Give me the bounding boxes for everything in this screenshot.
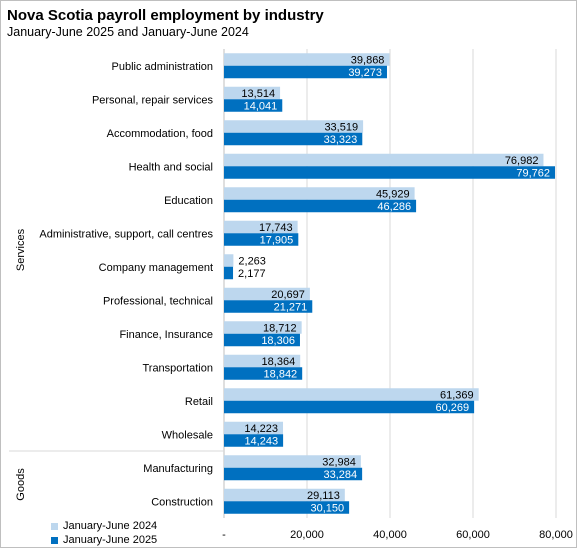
data-label-0-8: 18,712 — [263, 322, 297, 334]
category-label-7: Professional, technical — [103, 295, 213, 307]
data-label-0-6: 2,263 — [238, 255, 266, 267]
data-label-0-4: 45,929 — [376, 188, 410, 200]
legend-swatch-2024 — [51, 522, 58, 530]
bar-0-4 — [224, 187, 415, 200]
chart-subtitle: January-June 2025 and January-June 2024 — [7, 25, 249, 39]
bar-1-11 — [224, 434, 284, 447]
data-label-0-5: 17,743 — [259, 222, 293, 234]
data-label-1-7: 21,271 — [274, 301, 308, 313]
category-label-1: Personal, repair services — [92, 94, 214, 106]
bar-1-7 — [224, 300, 313, 313]
data-label-1-2: 33,323 — [324, 134, 358, 146]
data-label-0-10: 61,369 — [440, 389, 474, 401]
bar-0-7 — [224, 287, 310, 301]
category-label-9: Transportation — [142, 362, 213, 374]
category-label-4: Education — [164, 195, 213, 207]
data-label-1-10: 60,269 — [435, 402, 469, 414]
bar-1-10 — [224, 400, 475, 414]
category-label-2: Accommodation, food — [107, 128, 213, 140]
data-label-1-0: 39,273 — [348, 67, 382, 79]
legend-label-2024: January-June 2024 — [63, 520, 158, 532]
x-tick-label-1: 20,000 — [290, 529, 324, 541]
x-tick-label-4: 80,000 — [539, 529, 573, 541]
bar-1-5 — [224, 233, 299, 246]
category-label-5: Administrative, support, call centres — [39, 228, 213, 240]
bar-1-13 — [224, 501, 350, 514]
data-label-0-3: 76,982 — [505, 155, 539, 167]
legend-item-2025: January-June 2025 — [51, 533, 157, 547]
bar-0-5 — [224, 220, 298, 234]
bar-0-1 — [224, 86, 281, 100]
bar-1-8 — [224, 333, 300, 347]
category-label-3: Health and social — [129, 161, 213, 173]
data-label-0-12: 32,984 — [322, 456, 356, 468]
group-label-services: Services — [15, 228, 27, 271]
data-label-1-8: 18,306 — [261, 335, 295, 347]
bar-1-1 — [224, 99, 283, 112]
data-label-0-0: 39,868 — [351, 54, 385, 66]
data-label-0-13: 29,113 — [307, 490, 340, 502]
bar-0-8 — [224, 321, 302, 334]
data-label-1-12: 33,284 — [323, 469, 357, 481]
chart-legend: January-June 2024 January-June 2025 — [51, 519, 157, 547]
legend-swatch-2025 — [51, 536, 58, 544]
data-label-1-11: 14,243 — [244, 435, 278, 447]
bar-1-2 — [224, 132, 363, 146]
category-label-13: Construction — [151, 496, 213, 508]
data-label-0-11: 14,223 — [244, 423, 278, 435]
group-label-goods: Goods — [15, 468, 27, 501]
bar-0-0 — [224, 53, 390, 66]
data-label-1-5: 17,905 — [260, 234, 294, 246]
category-label-12: Manufacturing — [143, 463, 213, 475]
x-tick-label-2: 40,000 — [373, 529, 407, 541]
category-label-8: Finance, Insurance — [119, 329, 213, 341]
x-tick-label-0: - — [222, 529, 226, 541]
data-label-0-1: 13,514 — [241, 88, 275, 100]
data-label-1-13: 30,150 — [310, 502, 344, 514]
category-label-0: Public administration — [112, 61, 214, 73]
bar-1-3 — [224, 166, 556, 179]
bar-0-12 — [224, 455, 361, 468]
data-label-1-4: 46,286 — [377, 201, 411, 213]
bar-0-11 — [224, 421, 284, 435]
category-label-10: Retail — [185, 396, 213, 408]
bar-0-6 — [224, 254, 234, 267]
legend-item-2024: January-June 2024 — [51, 519, 157, 533]
x-tick-label-3: 60,000 — [456, 529, 490, 541]
bar-1-0 — [224, 65, 387, 79]
chart-title: Nova Scotia payroll employment by indust… — [7, 7, 324, 24]
bar-1-12 — [224, 467, 363, 481]
data-label-0-2: 33,519 — [324, 121, 358, 133]
data-label-0-7: 20,697 — [271, 289, 305, 301]
bar-0-3 — [224, 153, 544, 167]
bar-1-4 — [224, 199, 417, 213]
bar-0-13 — [224, 488, 345, 502]
category-label-6: Company management — [99, 262, 213, 274]
bar-1-9 — [224, 367, 303, 380]
data-label-1-3: 79,762 — [516, 167, 550, 179]
bar-0-9 — [224, 354, 301, 368]
data-label-0-9: 18,364 — [262, 356, 296, 368]
data-label-1-6: 2,177 — [238, 268, 266, 280]
data-label-1-9: 18,842 — [264, 368, 298, 380]
bar-1-6 — [224, 266, 234, 280]
bar-0-10 — [224, 388, 479, 401]
bar-0-2 — [224, 120, 364, 133]
data-label-1-1: 14,041 — [244, 100, 278, 112]
category-label-11: Wholesale — [162, 429, 213, 441]
legend-label-2025: January-June 2025 — [63, 534, 158, 546]
